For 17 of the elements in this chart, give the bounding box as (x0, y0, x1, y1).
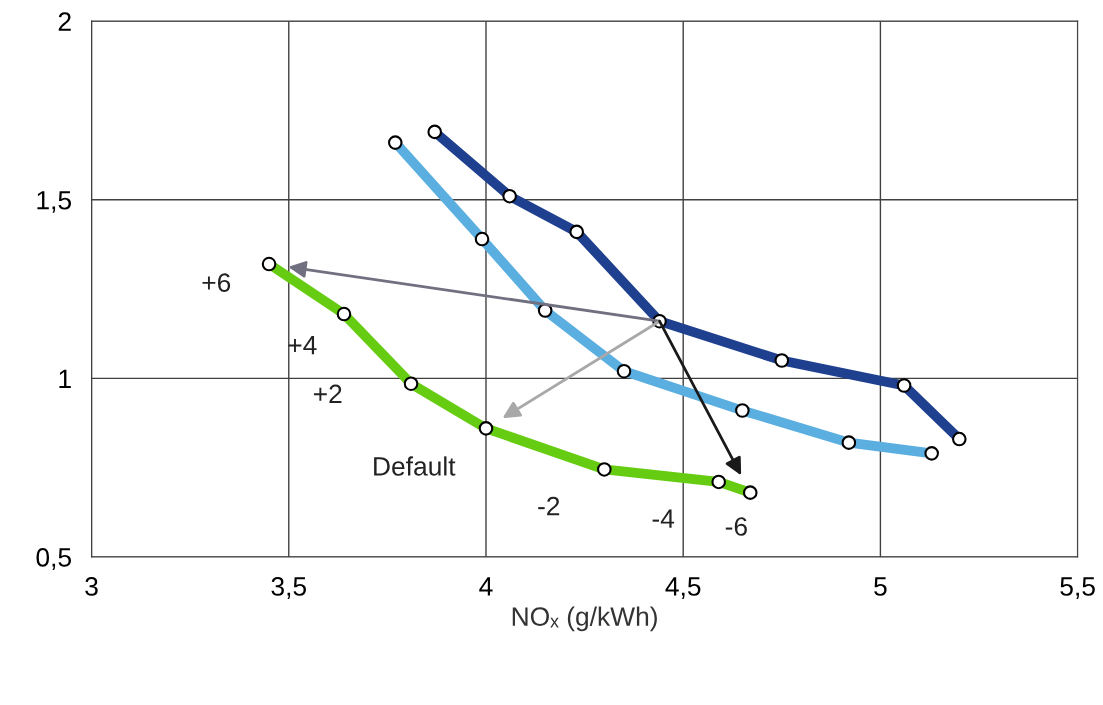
y-tick-label: 0,5 (36, 548, 71, 570)
annotation: +2 (313, 384, 342, 404)
annotation: -2 (538, 496, 560, 516)
x-axis-title: NOₓ (g/kWh) (512, 606, 657, 632)
x-tick-label: 5,5 (1060, 577, 1095, 599)
annotation: Default (374, 456, 456, 476)
x-tick-label: 5 (874, 577, 887, 596)
x-tick-label: 3 (85, 577, 98, 596)
x-tick-label: 3,5 (271, 577, 306, 599)
x-tick-label: 4 (479, 577, 493, 596)
annotation: +6 (202, 273, 231, 292)
y-tick-label: 1,5 (37, 191, 71, 213)
y-tick-label: 2 (58, 12, 71, 31)
y-tick-label: 1 (59, 369, 71, 388)
x-tick-label: 4,5 (665, 577, 701, 599)
annotation: -6 (725, 517, 747, 536)
annotation: -4 (652, 509, 675, 528)
